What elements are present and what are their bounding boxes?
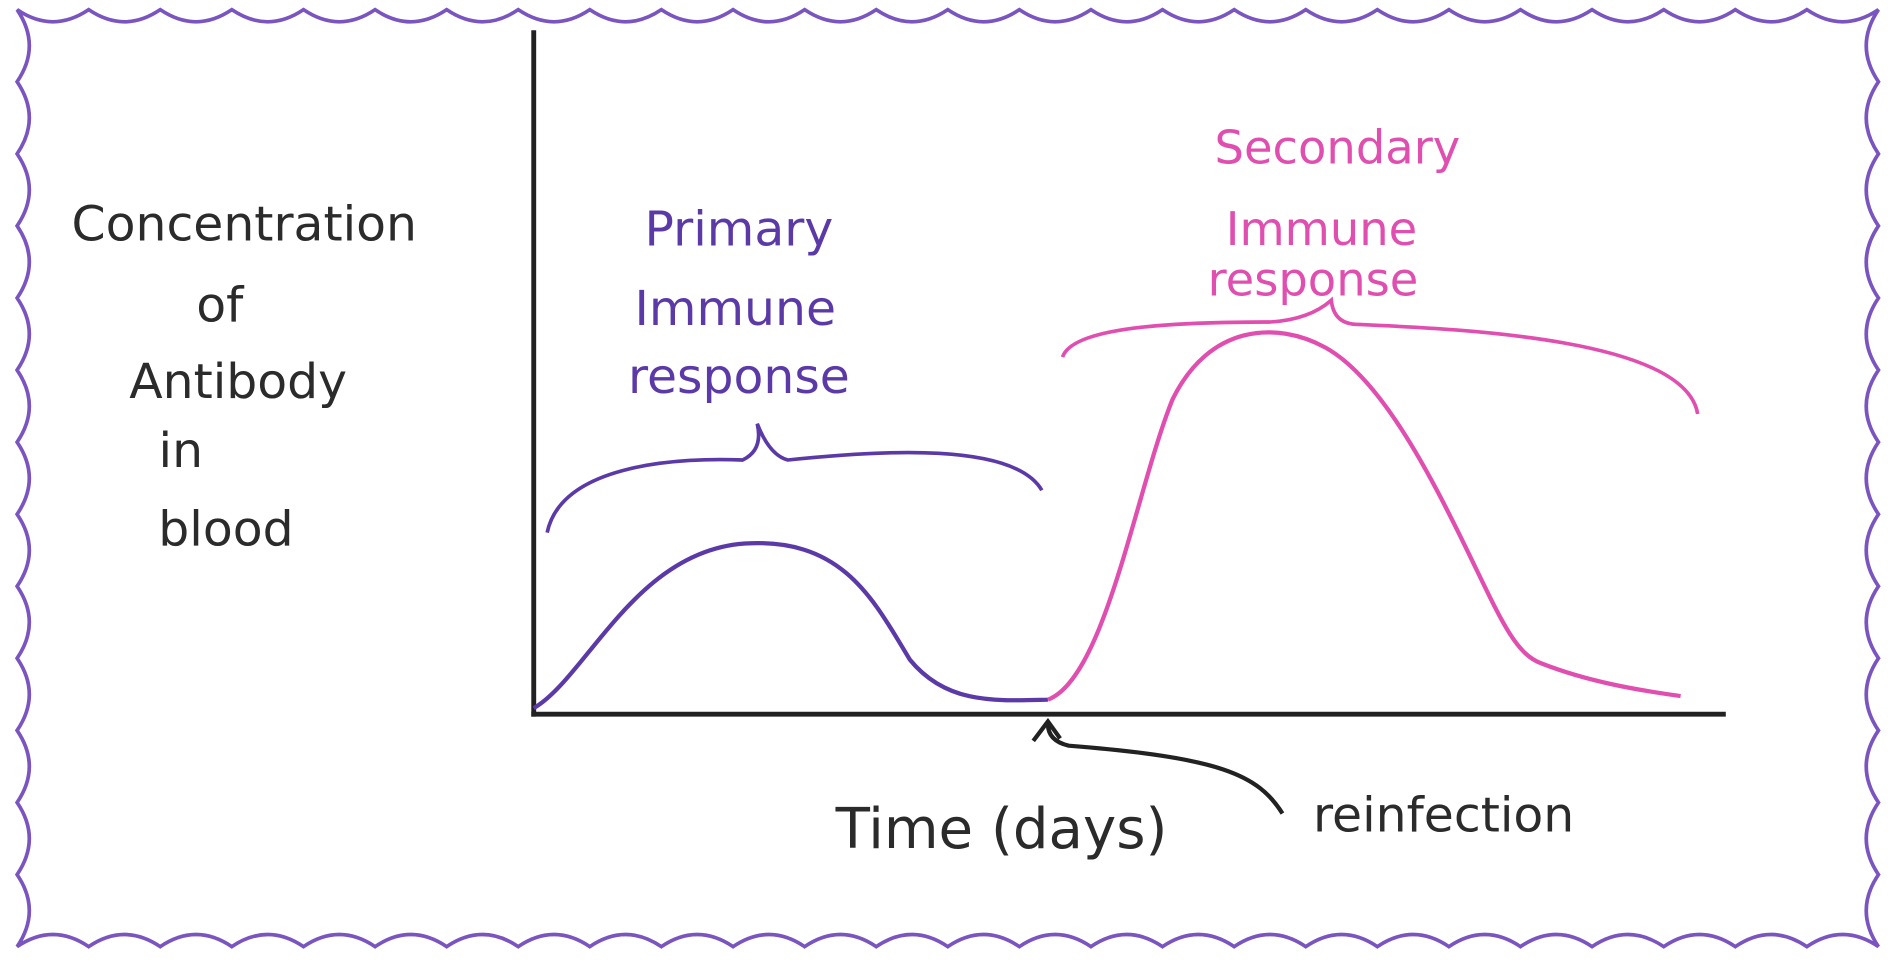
y-axis-label-line: in (158, 423, 203, 479)
reinfection-arrow (1031, 717, 1285, 815)
primary-label-line: Immune (634, 281, 836, 337)
y-axis-label-line: of (196, 278, 245, 334)
secondary-brace (1060, 296, 1700, 415)
primary-curve (532, 541, 1048, 710)
y-axis-label-line: blood (158, 502, 293, 558)
secondary-label-line: Immune (1226, 202, 1417, 256)
y-axis-label-line: Concentration (72, 197, 418, 253)
scalloped-border (14, 7, 1881, 949)
x-axis-label: Time (days) (835, 797, 1168, 862)
primary-label-line: response (628, 349, 850, 405)
secondary-label-line: response (1208, 253, 1419, 307)
secondary-label-line: Secondary (1215, 121, 1461, 175)
primary-label-line: Primary (645, 202, 834, 258)
reinfection-label: reinfection (1313, 787, 1574, 843)
y-axis-label-line: Antibody (129, 354, 347, 410)
primary-brace (545, 423, 1044, 534)
secondary-curve (1047, 330, 1681, 702)
